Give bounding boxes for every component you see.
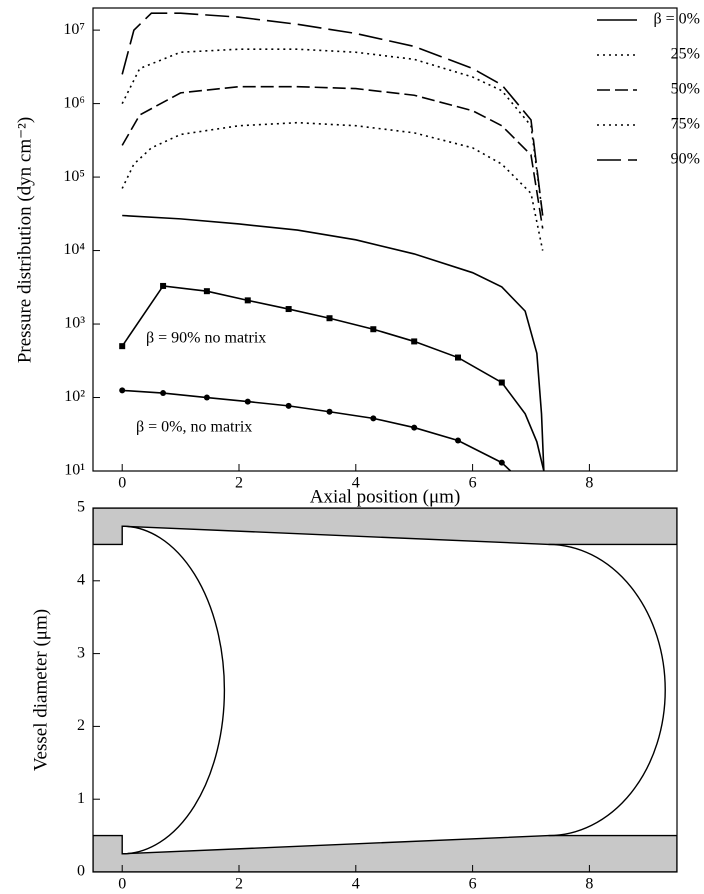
marker bbox=[455, 354, 461, 361]
marker bbox=[285, 402, 292, 409]
data-line bbox=[121, 85, 544, 229]
x-tick-label: 0 bbox=[118, 475, 126, 492]
y-tick-label: 3 bbox=[77, 644, 85, 661]
marker bbox=[244, 297, 251, 304]
data-line bbox=[122, 214, 545, 471]
plot-frame bbox=[92, 507, 678, 873]
plot-frame bbox=[92, 7, 678, 472]
y-tick-label: 0 bbox=[77, 863, 85, 880]
marker bbox=[411, 338, 418, 345]
legend-label: 25% bbox=[671, 46, 700, 63]
cell-outline bbox=[548, 543, 667, 837]
y-tick-label: 10¹ bbox=[64, 462, 85, 479]
y-tick-label: 2 bbox=[77, 717, 85, 734]
marker bbox=[370, 326, 377, 333]
y-tick-label: 10⁷ bbox=[63, 21, 85, 38]
y-tick-label: 10⁶ bbox=[63, 94, 85, 111]
marker bbox=[203, 288, 210, 295]
marker bbox=[244, 398, 251, 405]
y-tick-label: 10⁴ bbox=[63, 241, 85, 258]
marker bbox=[119, 343, 126, 350]
x-tick-label: 0 bbox=[118, 876, 126, 893]
legend-label: 75% bbox=[671, 116, 700, 133]
vessel-wall bbox=[93, 834, 677, 872]
marker bbox=[411, 424, 418, 431]
y-tick-label: 4 bbox=[77, 571, 85, 588]
x-tick-label: 6 bbox=[469, 876, 477, 893]
x-tick-label: 4 bbox=[352, 475, 360, 492]
vessel-wall bbox=[93, 508, 677, 546]
cell-outline bbox=[122, 525, 226, 855]
annotation: β = 0%, no matrix bbox=[136, 419, 252, 436]
data-line bbox=[122, 389, 503, 464]
y-tick-label: 10² bbox=[64, 388, 85, 405]
x-tick-label: 8 bbox=[585, 876, 593, 893]
x-tick-label: 8 bbox=[585, 475, 593, 492]
data-line bbox=[501, 382, 545, 471]
x-tick-label: 2 bbox=[235, 475, 243, 492]
x-axis-title: Axial position (μm) bbox=[310, 486, 461, 507]
y-axis-title: Vessel diameter (μm) bbox=[30, 609, 51, 771]
data-line bbox=[501, 462, 512, 471]
marker bbox=[370, 415, 377, 422]
legend-label: 50% bbox=[671, 81, 700, 98]
annotation: β = 90% no matrix bbox=[146, 330, 266, 347]
y-tick-label: 5 bbox=[77, 499, 85, 516]
y-tick-label: 10³ bbox=[64, 315, 85, 332]
data-line bbox=[121, 121, 544, 251]
data-line bbox=[121, 285, 503, 384]
marker bbox=[119, 387, 126, 394]
data-line bbox=[121, 48, 544, 216]
marker bbox=[326, 408, 333, 415]
x-tick-label: 6 bbox=[469, 475, 477, 492]
marker bbox=[326, 315, 333, 322]
y-tick-label: 10⁵ bbox=[63, 168, 85, 185]
marker bbox=[160, 390, 167, 397]
y-tick-label: 1 bbox=[77, 790, 85, 807]
x-tick-label: 2 bbox=[235, 876, 243, 893]
data-line bbox=[121, 12, 544, 216]
marker bbox=[203, 394, 210, 401]
marker bbox=[160, 282, 167, 289]
marker bbox=[455, 437, 461, 444]
y-axis-title: Pressure distribution (dyn cm⁻²) bbox=[14, 117, 35, 363]
legend-label: 90% bbox=[671, 151, 700, 168]
x-tick-label: 4 bbox=[352, 876, 360, 893]
marker bbox=[285, 306, 292, 313]
